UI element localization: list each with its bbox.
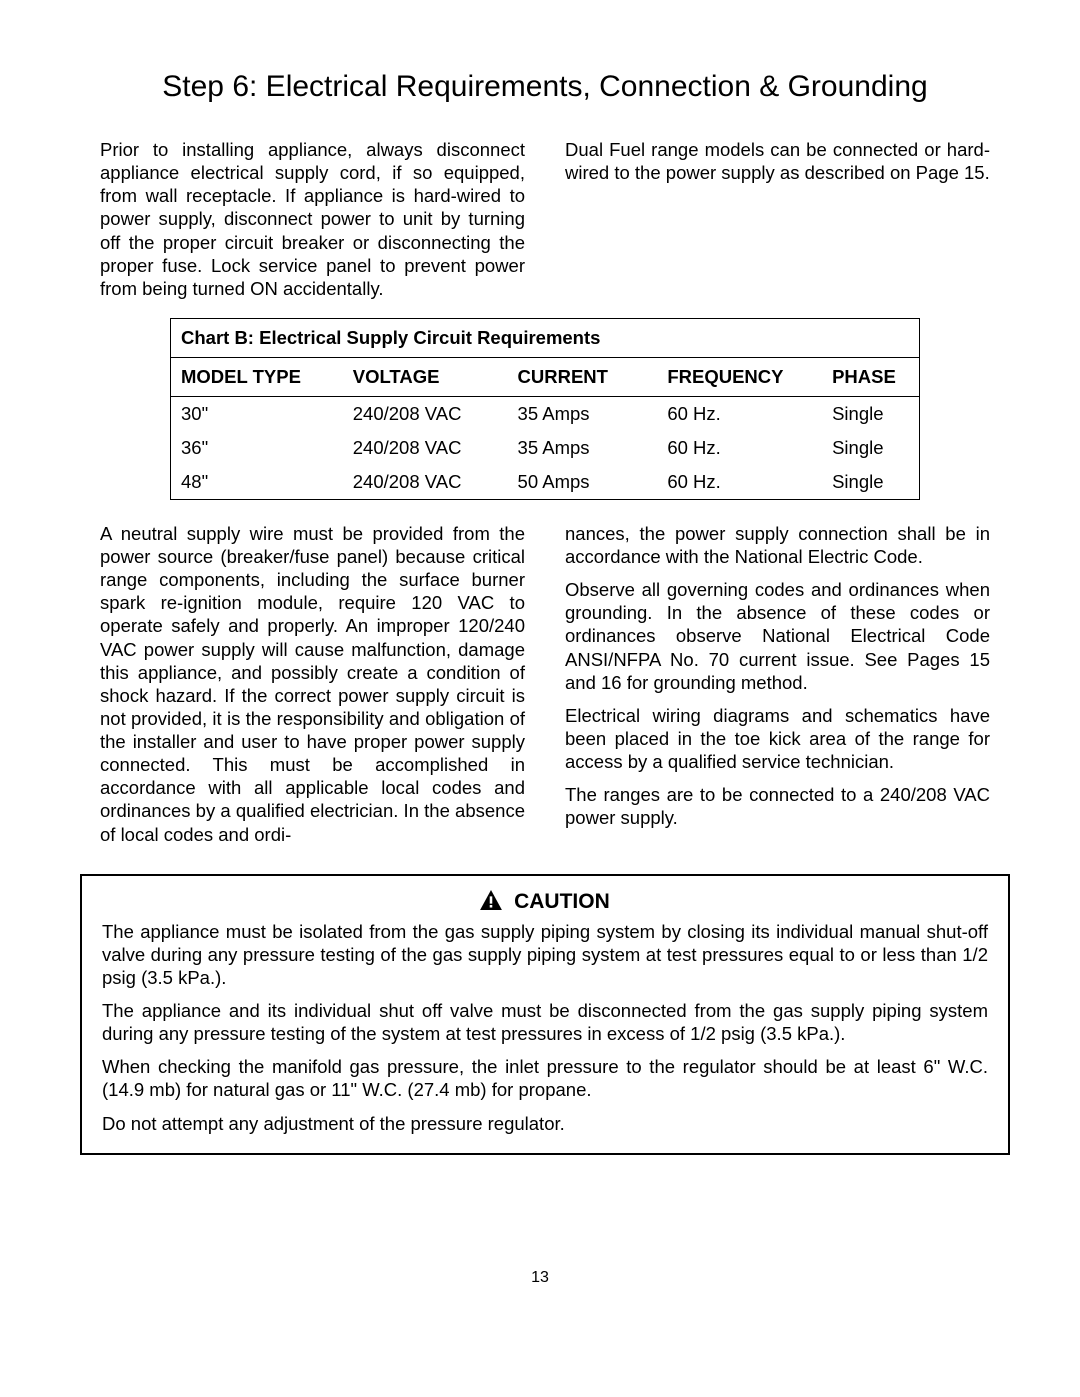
cell-phase: Single	[822, 431, 919, 465]
lower-right-p4: The ranges are to be connected to a 240/…	[565, 783, 990, 829]
cell-frequency: 60 Hz.	[657, 431, 822, 465]
caution-p1: The appliance must be isolated from the …	[102, 920, 988, 989]
cell-voltage: 240/208 VAC	[343, 465, 508, 500]
th-voltage: VOLTAGE	[343, 357, 508, 396]
th-frequency: FREQUENCY	[657, 357, 822, 396]
caution-heading: CAUTION	[102, 890, 988, 914]
lower-left: A neutral supply wire must be provided f…	[100, 522, 525, 846]
table-title-row: Chart B: Electrical Supply Circuit Requi…	[171, 318, 920, 357]
caution-p3: When checking the manifold gas pressure,…	[102, 1055, 988, 1101]
cell-phase: Single	[822, 465, 919, 500]
cell-model: 30"	[171, 396, 343, 431]
th-phase: PHASE	[822, 357, 919, 396]
table-row: 30" 240/208 VAC 35 Amps 60 Hz. Single	[171, 396, 920, 431]
th-model: MODEL TYPE	[171, 357, 343, 396]
lower-right-p3: Electrical wiring diagrams and schematic…	[565, 704, 990, 773]
intro-right: Dual Fuel range models can be connected …	[565, 138, 990, 300]
chart-b: Chart B: Electrical Supply Circuit Requi…	[170, 318, 920, 500]
page-number: 13	[0, 1269, 1080, 1287]
cell-model: 36"	[171, 431, 343, 465]
lower-block: A neutral supply wire must be provided f…	[100, 522, 990, 846]
cell-current: 35 Amps	[508, 396, 658, 431]
intro-block: Prior to installing appliance, always di…	[100, 138, 990, 300]
cell-current: 50 Amps	[508, 465, 658, 500]
table-row: 36" 240/208 VAC 35 Amps 60 Hz. Single	[171, 431, 920, 465]
cell-frequency: 60 Hz.	[657, 465, 822, 500]
warning-icon	[480, 890, 514, 913]
lower-right-p1: nances, the power supply connection shal…	[565, 522, 990, 568]
caution-p4: Do not attempt any adjustment of the pre…	[102, 1112, 988, 1135]
cell-current: 35 Amps	[508, 431, 658, 465]
lower-right: nances, the power supply connection shal…	[565, 522, 990, 846]
cell-model: 48"	[171, 465, 343, 500]
lower-right-p2: Observe all governing codes and ordinanc…	[565, 578, 990, 694]
page-title: Step 6: Electrical Requirements, Connect…	[100, 70, 990, 104]
table-title: Chart B: Electrical Supply Circuit Requi…	[171, 318, 920, 357]
caution-box: CAUTION The appliance must be isolated f…	[80, 874, 1010, 1155]
cell-voltage: 240/208 VAC	[343, 396, 508, 431]
table-header-row: MODEL TYPE VOLTAGE CURRENT FREQUENCY PHA…	[171, 357, 920, 396]
caution-label: CAUTION	[514, 890, 610, 913]
cell-voltage: 240/208 VAC	[343, 431, 508, 465]
th-current: CURRENT	[508, 357, 658, 396]
cell-frequency: 60 Hz.	[657, 396, 822, 431]
caution-p2: The appliance and its individual shut of…	[102, 999, 988, 1045]
intro-left: Prior to installing appliance, always di…	[100, 138, 525, 300]
table-row: 48" 240/208 VAC 50 Amps 60 Hz. Single	[171, 465, 920, 500]
supply-requirements-table: Chart B: Electrical Supply Circuit Requi…	[170, 318, 920, 500]
cell-phase: Single	[822, 396, 919, 431]
